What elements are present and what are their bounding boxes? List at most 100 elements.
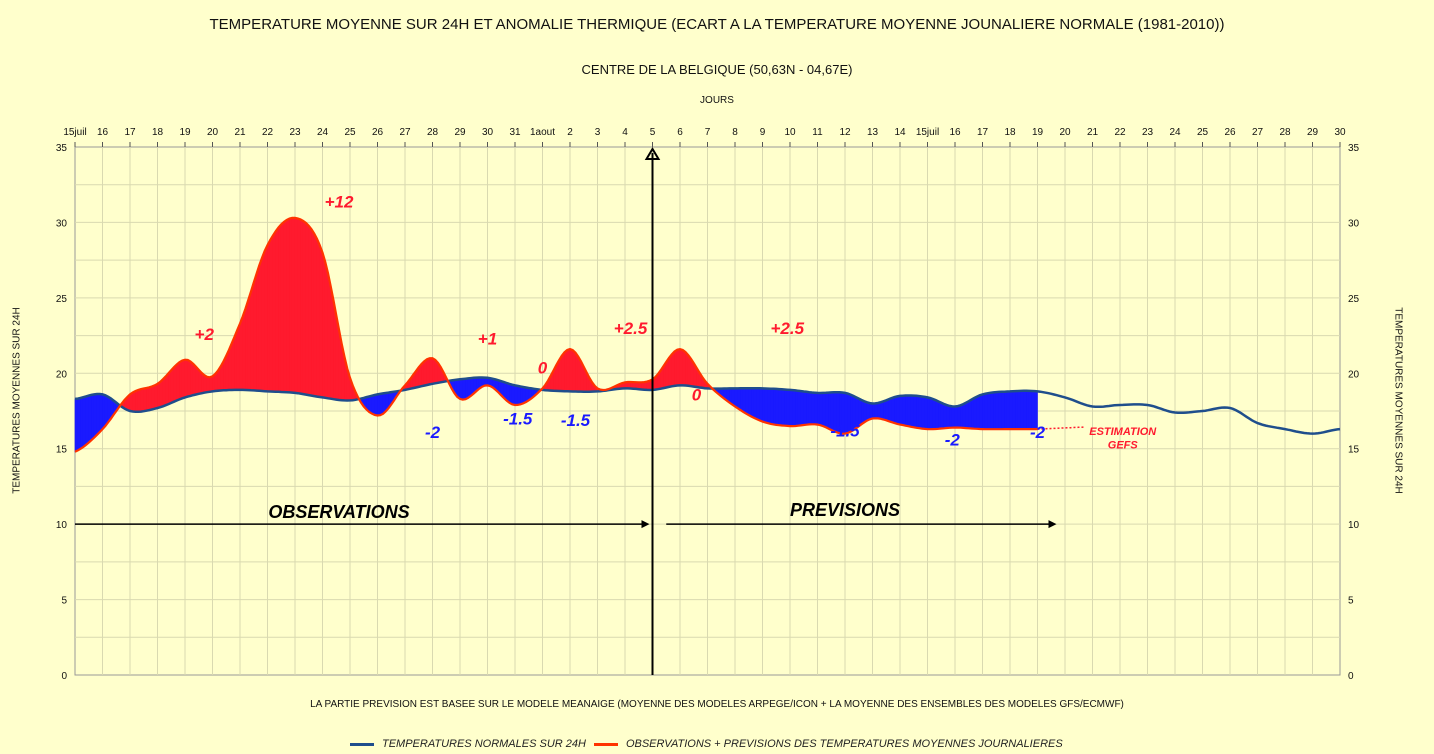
anomaly-fill-cold [522, 386, 527, 404]
anomaly-fill-cold [734, 388, 739, 409]
anomaly-fill-warm [135, 389, 139, 413]
legend-label-normal: TEMPERATURES NORMALES SUR 24H [382, 738, 586, 750]
anomaly-fill-cold [946, 404, 950, 429]
anomaly-fill-cold [877, 401, 882, 420]
x-tick-label: 20 [1059, 127, 1071, 138]
anomaly-fill-cold [885, 398, 890, 422]
anomaly-fill-cold [954, 405, 959, 428]
chart-title: TEMPERATURE MOYENNE SUR 24H ET ANOMALIE … [209, 16, 1225, 33]
x-tick-label: 7 [705, 127, 711, 138]
anomaly-fill-warm [564, 349, 568, 392]
x-tick-label: 19 [1032, 127, 1044, 138]
x-tick-label: 21 [1087, 127, 1099, 138]
anomaly-fill-cold [96, 393, 101, 436]
anomaly-fill-cold [814, 392, 818, 425]
x-tick-label: 11 [812, 127, 823, 138]
anomaly-fill-warm [278, 223, 282, 393]
anomaly-fill-warm [297, 218, 301, 394]
anomaly-fill-cold [511, 384, 516, 406]
y-tick-label-left: 25 [56, 294, 68, 305]
anomaly-fill-cold [77, 397, 81, 451]
x-tick-label: 20 [207, 127, 219, 138]
anomaly-fill-warm [173, 363, 178, 403]
anomaly-fill-warm [258, 257, 263, 392]
anomaly-fill-cold [1017, 390, 1022, 430]
anomaly-fill-warm [676, 348, 681, 386]
anomaly-fill-warm [569, 348, 574, 392]
anomaly-fill-cold [803, 391, 807, 426]
anomaly-fill-cold [965, 400, 970, 429]
anomaly-fill-cold [82, 396, 87, 448]
anomaly-label-warm: 0 [692, 385, 702, 404]
x-tick-label: 18 [1004, 127, 1016, 138]
x-tick-label: 25 [344, 127, 356, 138]
anomaly-fill-cold [976, 394, 981, 430]
anomaly-fill-warm [264, 244, 268, 392]
x-tick-label: 8 [732, 127, 738, 138]
anomaly-fill-warm [302, 220, 307, 395]
anomaly-fill-cold [883, 399, 887, 421]
y-tick-label-left: 35 [56, 143, 68, 154]
anomaly-fill-cold [102, 393, 106, 430]
anomaly-fill-cold [819, 392, 824, 427]
anomaly-fill-cold [756, 387, 761, 421]
y-tick-label-right: 35 [1348, 143, 1360, 154]
anomaly-fill-cold [998, 391, 1003, 430]
x-tick-label: 16 [949, 127, 961, 138]
separator-arrowhead [644, 147, 661, 160]
anomaly-fill-cold [775, 388, 780, 426]
x-tick-label: 6 [677, 127, 683, 138]
anomaly-fill-warm [184, 359, 189, 398]
anomaly-label-warm: +2.5 [614, 319, 648, 338]
legend: TEMPERATURES NORMALES SUR 24H OBSERVATIO… [350, 738, 1063, 750]
anomaly-fill-cold [968, 399, 972, 429]
anomaly-fill-cold [993, 391, 997, 430]
x-tick-label: 23 [1142, 127, 1154, 138]
anomaly-fill-cold [899, 395, 904, 426]
anomaly-fill-cold [869, 402, 873, 420]
x-tick-label: 30 [482, 127, 494, 138]
anomaly-fill-warm [267, 239, 271, 392]
x-tick-label: 2 [567, 127, 573, 138]
anomaly-fill-cold [1023, 390, 1027, 430]
y-tick-label-left: 5 [61, 596, 67, 607]
anomaly-fill-warm [179, 360, 183, 400]
anomaly-fill-cold [371, 394, 376, 416]
anomaly-fill-warm [671, 350, 675, 387]
anomaly-label-warm: +2 [195, 325, 215, 344]
anomaly-fill-cold [861, 399, 865, 425]
x-tick-label: 12 [839, 127, 851, 138]
anomaly-fill-warm [157, 381, 161, 409]
anomaly-fill-warm [140, 388, 145, 412]
anomaly-fill-warm [289, 217, 293, 393]
estimation-label: GEFS [1108, 440, 1139, 452]
anomaly-fill-cold [786, 389, 791, 427]
anomaly-fill-cold [80, 396, 84, 450]
anomaly-fill-warm [206, 376, 211, 393]
anomaly-fill-cold [762, 388, 766, 423]
anomaly-fill-warm [242, 308, 246, 391]
anomaly-fill-cold [1020, 390, 1025, 430]
anomaly-fill-warm [261, 250, 266, 392]
anomaly-fill-cold [902, 395, 906, 427]
observations-arrowhead [641, 520, 650, 529]
anomaly-fill-warm [176, 361, 180, 401]
y-tick-label-left: 15 [56, 445, 68, 456]
anomaly-fill-cold [960, 403, 964, 429]
anomaly-label-warm: +12 [325, 192, 354, 211]
x-tick-label: 21 [234, 127, 246, 138]
anomaly-fill-cold [940, 402, 945, 429]
anomaly-fill-cold [866, 401, 871, 422]
anomaly-fill-cold [759, 388, 763, 422]
anomaly-fill-cold [916, 395, 920, 429]
anomaly-fill-cold [517, 385, 521, 406]
x-tick-label: 4 [622, 127, 628, 138]
anomaly-fill-cold [88, 394, 92, 444]
anomaly-fill-cold [880, 400, 884, 420]
anomaly-fill-warm [322, 252, 326, 399]
x-tick-label: 10 [784, 127, 796, 138]
anomaly-fill-warm [561, 351, 565, 392]
anomaly-fill-cold [907, 395, 912, 428]
anomaly-fill-warm [674, 349, 678, 387]
